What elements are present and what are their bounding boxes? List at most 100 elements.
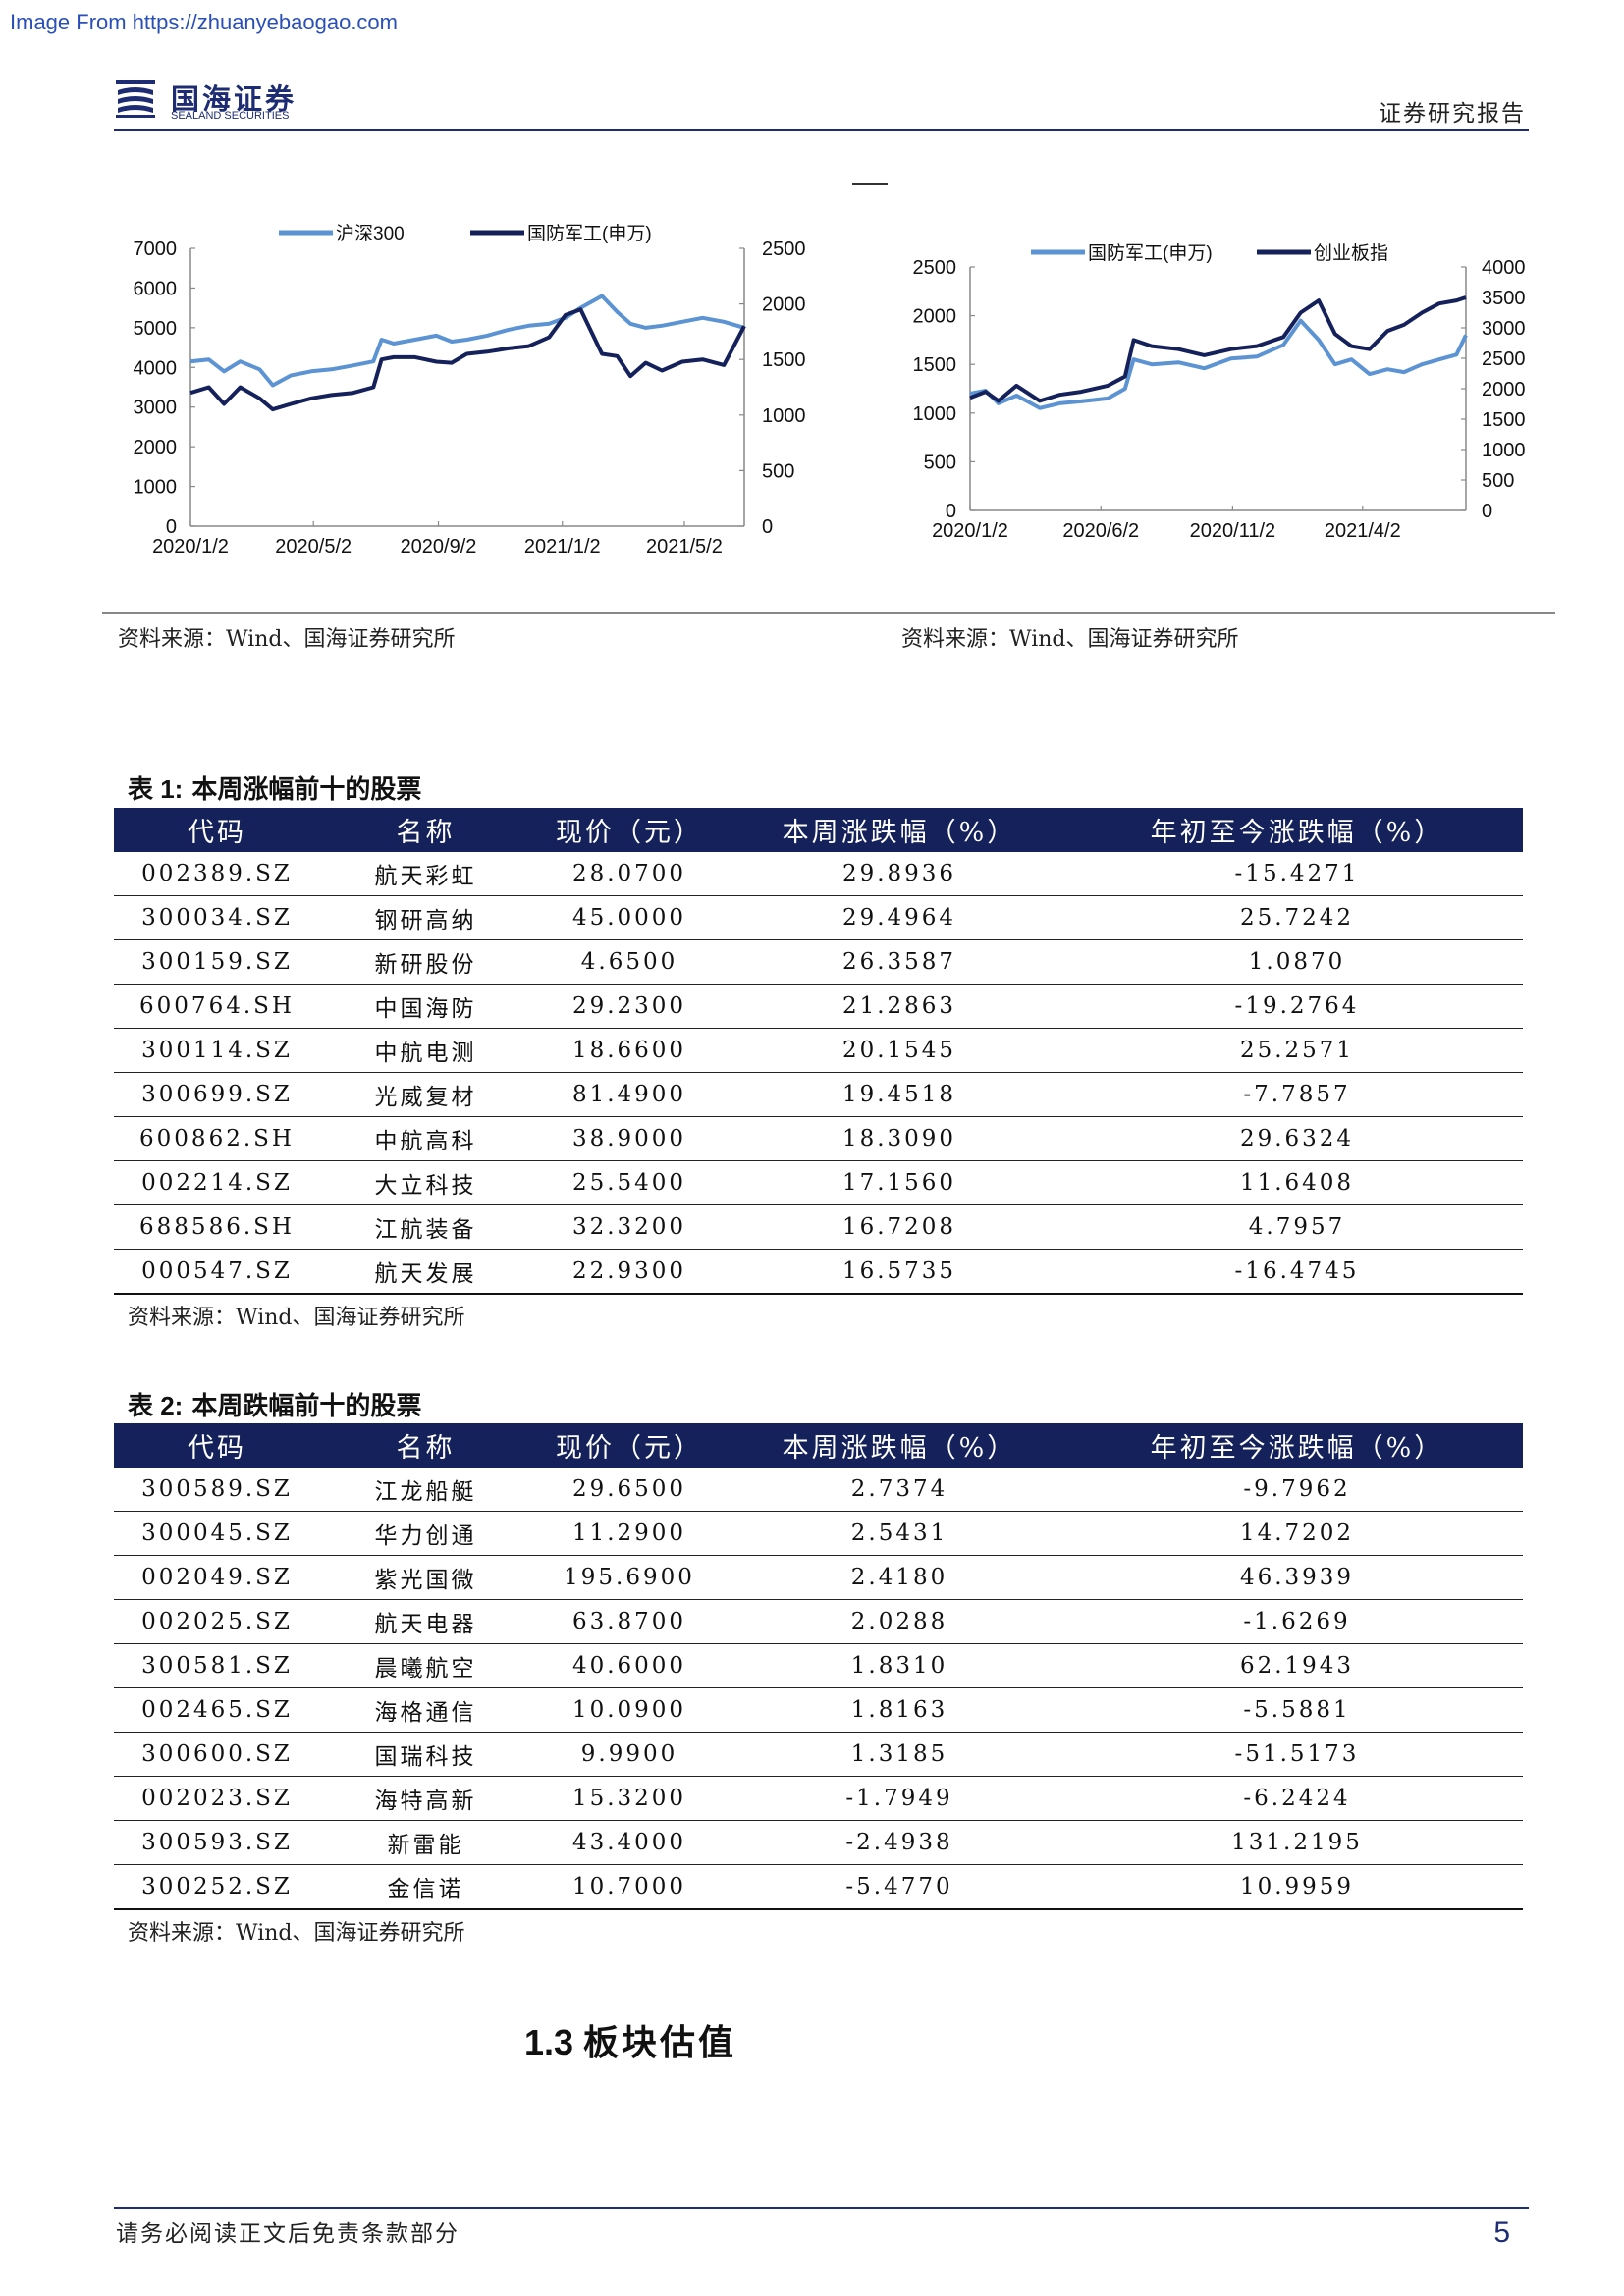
table-cell: 21.2863 — [728, 984, 1071, 1029]
column-header: 现价（元） — [531, 1423, 728, 1468]
table-cell: -6.2424 — [1071, 1776, 1523, 1821]
column-header: 本周涨跌幅（%） — [728, 1423, 1071, 1468]
table-cell: 新研股份 — [320, 939, 531, 985]
table-cell: 600764.SH — [114, 984, 320, 1029]
table-row: 002025.SZ 航天电器 63.8700 2.0288 -1.6269 — [114, 1599, 1523, 1644]
table-cell: 29.8936 — [728, 852, 1071, 896]
table-row: 002389.SZ 航天彩虹 28.0700 29.8936 -15.4271 — [114, 852, 1523, 896]
logo-chinese-name: 国海证券 — [171, 82, 298, 116]
table-cell: 中航高科 — [320, 1116, 531, 1161]
table2-title: 表 2: 本周跌幅前十的股票 — [128, 1386, 421, 1422]
table-cell: 国瑞科技 — [320, 1732, 531, 1777]
top-losers-table: 代码 名称 现价（元） 本周涨跌幅（%） 年初至今涨跌幅（%） 300589.SZ 江龙船… — [114, 1423, 1523, 1910]
table-cell: 40.6000 — [531, 1643, 728, 1688]
y-left-tick-label: 1500 — [913, 354, 957, 376]
y-right-tick-label: 500 — [1482, 470, 1514, 492]
table-cell: 大立科技 — [320, 1160, 531, 1205]
table-cell: 20.1545 — [728, 1028, 1071, 1073]
table-cell: 688586.SH — [114, 1204, 320, 1250]
table-cell: -5.4770 — [728, 1864, 1071, 1910]
column-header: 年初至今涨跌幅（%） — [1071, 1423, 1523, 1468]
table-cell: 300045.SZ — [114, 1511, 320, 1556]
table-row: 300045.SZ 华力创通 11.2900 2.5431 14.7202 — [114, 1511, 1523, 1556]
y-right-tick-label: 2000 — [1482, 379, 1526, 400]
table-row: 300581.SZ 晨曦航空 40.6000 1.8310 62.1943 — [114, 1643, 1523, 1688]
table-cell: 11.2900 — [531, 1511, 728, 1556]
table-row: 300600.SZ 国瑞科技 9.9900 1.3185 -51.5173 — [114, 1732, 1523, 1777]
table-cell: -19.2764 — [1071, 984, 1523, 1029]
table-cell: 16.5735 — [728, 1249, 1071, 1295]
x-tick-label: 2021/1/2 — [524, 536, 601, 558]
chart2-canvas: 0 500 1000 1500 2000 2500 0 500 1000 1500 2000 2500… — [913, 242, 1526, 542]
table-row: 300114.SZ 中航电测 18.6600 20.1545 25.2571 — [114, 1028, 1523, 1073]
series-line-1 — [189, 307, 746, 412]
table-row: 000547.SZ 航天发展 22.9300 16.5735 -16.4745 — [114, 1249, 1523, 1295]
table-cell: 25.5400 — [531, 1160, 728, 1205]
table-cell: 300034.SZ — [114, 895, 320, 940]
y-left-tick-label: 3000 — [134, 398, 178, 419]
table-cell: 43.4000 — [531, 1820, 728, 1865]
table-cell: -1.6269 — [1071, 1599, 1523, 1644]
table-cell: -2.4938 — [728, 1820, 1071, 1865]
table-cell: 10.7000 — [531, 1864, 728, 1910]
y-left-tick-label: 0 — [946, 501, 956, 522]
column-header: 现价（元） — [531, 808, 728, 852]
table2-title-text: 本周跌幅前十的股票 — [191, 1392, 422, 1421]
table-cell: 钢研高纳 — [320, 895, 531, 940]
table-cell: 25.7242 — [1071, 895, 1523, 940]
table-row: 300159.SZ 新研股份 4.6500 26.3587 1.0870 — [114, 939, 1523, 985]
table-cell: 1.3185 — [728, 1732, 1071, 1777]
x-tick-label: 2020/5/2 — [275, 536, 352, 558]
table-cell: 300589.SZ — [114, 1468, 320, 1512]
table-cell: 1.8310 — [728, 1643, 1071, 1688]
y-right-tick-label: 0 — [1482, 501, 1492, 522]
table-cell: 17.1560 — [728, 1160, 1071, 1205]
y-left-tick-label: 6000 — [134, 278, 178, 299]
x-tick-label: 2020/1/2 — [932, 520, 1008, 542]
table-row: 688586.SH 江航装备 32.3200 16.7208 4.7957 — [114, 1204, 1523, 1250]
table-cell: 华力创通 — [320, 1511, 531, 1556]
table-cell: 4.7957 — [1071, 1204, 1523, 1250]
table-cell: 62.1943 — [1071, 1643, 1523, 1688]
table-row: 600764.SH 中国海防 29.2300 21.2863 -19.2764 — [114, 984, 1523, 1029]
table-row: 300589.SZ 江龙船艇 29.6500 2.7374 -9.7962 — [114, 1468, 1523, 1512]
table-cell: 2.7374 — [728, 1468, 1071, 1512]
table-row: 300593.SZ 新雷能 43.4000 -2.4938 131.2195 — [114, 1820, 1523, 1865]
table-cell: 19.4518 — [728, 1072, 1071, 1117]
table1-title-prefix: 表 1: — [128, 774, 184, 804]
table-cell: 2.0288 — [728, 1599, 1071, 1644]
y-right-tick-label: 0 — [762, 516, 773, 538]
table-cell: 中国海防 — [320, 984, 531, 1029]
series-line-0 — [969, 318, 1468, 410]
table-cell: 11.6408 — [1071, 1160, 1523, 1205]
x-tick-label: 2020/9/2 — [401, 536, 477, 558]
y-left-tick-label: 5000 — [134, 318, 178, 340]
table-cell: 1.0870 — [1071, 939, 1523, 985]
y-left-tick-label: 1000 — [134, 477, 178, 499]
column-header: 本周涨跌幅（%） — [728, 808, 1071, 852]
table-cell: 紫光国微 — [320, 1555, 531, 1600]
report-type-label: 证券研究报告 — [1379, 101, 1526, 127]
chart-defense-vs-chinext: 0 500 1000 1500 2000 2500 0 500 1000 1500 2000 2500… — [893, 231, 1526, 569]
y-right-tick-label: 2000 — [762, 294, 806, 316]
y-right-tick-label: 500 — [762, 460, 794, 482]
table-cell: 131.2195 — [1071, 1820, 1523, 1865]
table-cell: -9.7962 — [1071, 1468, 1523, 1512]
column-header: 年初至今涨跌幅（%） — [1071, 808, 1523, 852]
table-cell: 81.4900 — [531, 1072, 728, 1117]
table-cell: -1.7949 — [728, 1776, 1071, 1821]
table-cell: 16.7208 — [728, 1204, 1071, 1250]
section-number: 1.3 — [524, 2022, 574, 2062]
table-cell: 002025.SZ — [114, 1599, 320, 1644]
header-divider — [114, 129, 1529, 131]
table-cell: 26.3587 — [728, 939, 1071, 985]
legend-label: 国防军工(申万) — [527, 223, 652, 244]
table1-title: 表 1: 本周涨幅前十的股票 — [128, 770, 421, 806]
section-title: 板块估值 — [583, 2022, 737, 2063]
table-cell: 10.9959 — [1071, 1864, 1523, 1910]
table-cell: 29.4964 — [728, 895, 1071, 940]
table-cell: 46.3939 — [1071, 1555, 1523, 1600]
legend-label: 国防军工(申万) — [1088, 242, 1213, 264]
table-row: 002049.SZ 紫光国微 195.6900 2.4180 46.3939 — [114, 1555, 1523, 1600]
table-cell: 195.6900 — [531, 1555, 728, 1600]
